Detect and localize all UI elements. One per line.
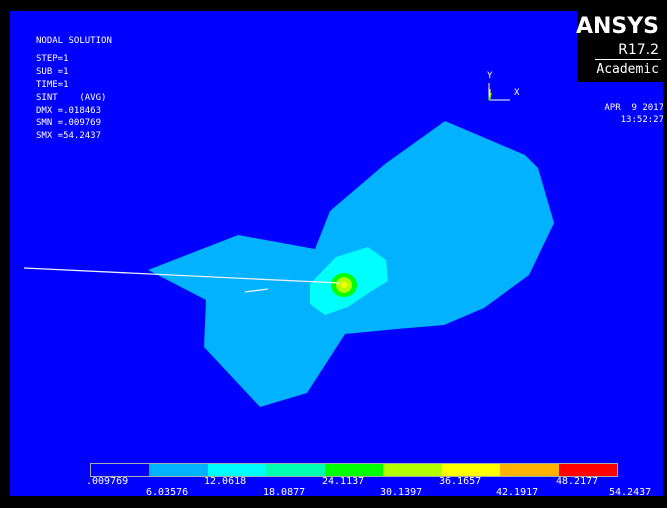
- ansys-logo: ANSYS R17.2 Academic: [575, 11, 663, 82]
- graphics-viewport[interactable]: NODAL SOLUTION STEP=1 SUB =1 TIME=1 SINT…: [10, 11, 663, 496]
- date-readout: APR 9 2017: [604, 103, 663, 113]
- legend-tick-label: 54.2437: [609, 487, 652, 496]
- result-item-readout: SINT (AVG): [36, 92, 107, 103]
- time-readout: TIME=1: [36, 79, 69, 90]
- time-readout: 13:52:27: [620, 115, 663, 125]
- legend-swatch: [324, 464, 384, 476]
- legend-tick-label: 36.1657: [439, 476, 482, 487]
- triad-axes-icon: [488, 83, 510, 101]
- result-info-panel: NODAL SOLUTION STEP=1 SUB =1 TIME=1 SINT…: [36, 35, 112, 143]
- legend-tick-label: 48.2177: [556, 476, 599, 487]
- legend-swatch: [558, 464, 617, 476]
- smx-readout: SMX =54.2437: [36, 131, 102, 142]
- timestamp-panel: APR 9 2017 13:52:27: [580, 102, 663, 126]
- legend-tick-label: 42.1917: [496, 487, 539, 496]
- contour-hotspot-core: [341, 282, 347, 288]
- legend-tick-label: 18.0877: [263, 487, 306, 496]
- model-contour-plot[interactable]: [10, 11, 663, 496]
- legend-tick-label: 6.03576: [146, 487, 189, 496]
- crack-line-long: [23, 267, 341, 284]
- logo-divider: [595, 59, 661, 60]
- coordinate-triad: Y X: [480, 71, 540, 121]
- substep-readout: SUB =1: [36, 66, 69, 77]
- legend-tick-label: 12.0618: [204, 476, 247, 487]
- legend-tick-label: 30.1397: [380, 487, 423, 496]
- triad-x-label: X: [514, 88, 520, 98]
- triad-y-label: Y: [487, 71, 493, 81]
- step-readout: STEP=1: [36, 53, 69, 64]
- crack-line-short: [244, 288, 269, 293]
- legend-swatch: [500, 464, 559, 476]
- legend-swatch: [91, 464, 150, 476]
- legend-color-bar: [90, 463, 618, 477]
- legend-tick-label: .009769: [86, 476, 129, 487]
- logo-brand: ANSYS: [575, 14, 659, 39]
- result-title: NODAL SOLUTION: [36, 36, 112, 46]
- contour-legend: .009769 12.0618 24.1137 36.1657 48.2177 …: [86, 463, 651, 496]
- legend-swatch: [149, 464, 208, 476]
- legend-swatch: [207, 464, 267, 476]
- dmx-readout: DMX =.018463: [36, 105, 102, 116]
- legend-swatch: [441, 464, 501, 476]
- legend-swatch: [266, 464, 325, 476]
- legend-swatch: [383, 464, 442, 476]
- logo-version: R17.2: [618, 42, 659, 58]
- legend-tick-label: 24.1137: [322, 476, 365, 487]
- logo-edition: Academic: [596, 62, 659, 77]
- smn-readout: SMN =.009769: [36, 118, 102, 129]
